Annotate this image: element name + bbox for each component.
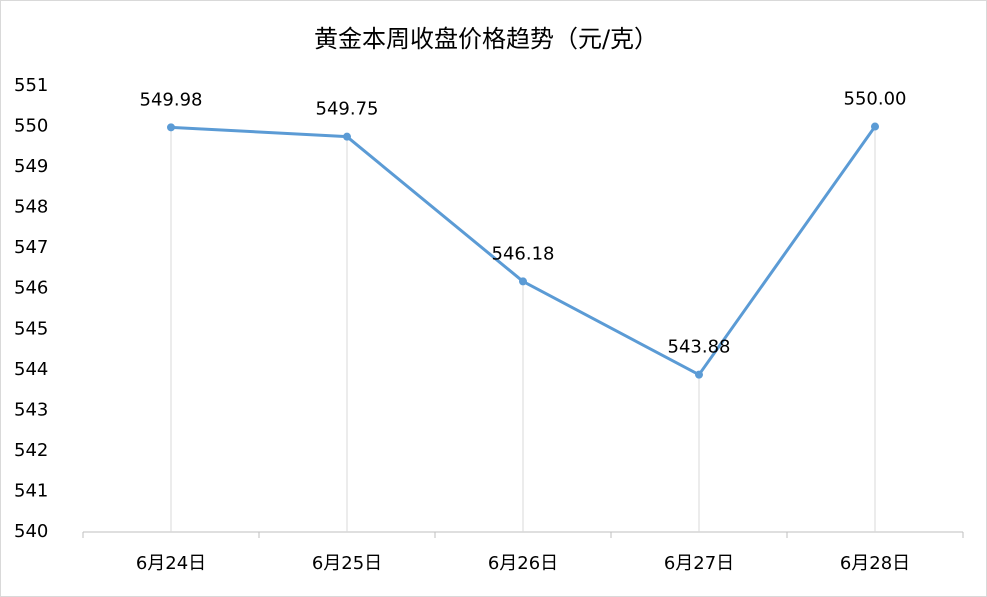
x-tick-label: 6月24日 — [136, 553, 206, 574]
x-tick-label: 6月25日 — [312, 553, 382, 574]
y-tick-label: 551 — [14, 75, 48, 96]
data-label: 550.00 — [844, 89, 907, 110]
x-tick-label: 6月28日 — [840, 553, 910, 574]
data-label: 549.98 — [140, 89, 203, 110]
point — [519, 277, 527, 286]
y-tick-label: 542 — [14, 440, 48, 461]
y-tick-label: 545 — [14, 318, 48, 339]
data-label: 549.75 — [316, 99, 379, 120]
y-tick-label: 550 — [14, 116, 48, 137]
point — [167, 123, 175, 132]
y-tick-label: 543 — [14, 399, 48, 420]
y-tick-label: 546 — [14, 278, 48, 299]
point — [871, 122, 879, 131]
y-tick-label: 548 — [14, 197, 48, 218]
x-tick-label: 6月27日 — [664, 553, 734, 574]
y-tick-label: 541 — [14, 480, 48, 501]
point — [695, 370, 703, 379]
chart-title: 黄金本周收盘价格趋势（元/克） — [314, 25, 658, 53]
data-label: 543.88 — [668, 337, 731, 358]
y-tick-label: 540 — [14, 521, 48, 542]
y-tick-label: 547 — [14, 237, 48, 258]
y-tick-label: 549 — [14, 156, 48, 177]
data-label: 546.18 — [492, 243, 555, 264]
y-tick-label: 544 — [14, 359, 48, 380]
point — [343, 132, 351, 141]
x-tick-label: 6月26日 — [488, 553, 558, 574]
